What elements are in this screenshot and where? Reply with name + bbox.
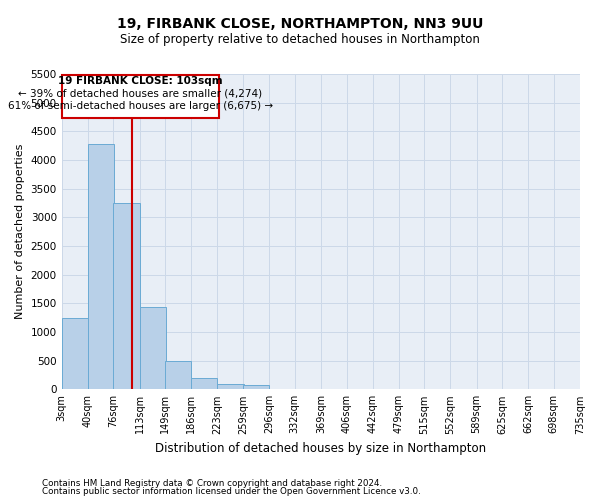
Bar bbox=[191, 378, 217, 390]
Bar bbox=[113, 203, 140, 390]
Bar bbox=[243, 386, 269, 390]
X-axis label: Distribution of detached houses by size in Northampton: Distribution of detached houses by size … bbox=[155, 442, 487, 455]
Bar bbox=[217, 384, 244, 390]
Bar bbox=[165, 361, 191, 390]
Text: 19 FIRBANK CLOSE: 103sqm: 19 FIRBANK CLOSE: 103sqm bbox=[58, 76, 223, 86]
Text: 19, FIRBANK CLOSE, NORTHAMPTON, NN3 9UU: 19, FIRBANK CLOSE, NORTHAMPTON, NN3 9UU bbox=[117, 18, 483, 32]
Bar bbox=[88, 144, 114, 390]
Y-axis label: Number of detached properties: Number of detached properties bbox=[15, 144, 25, 320]
Bar bbox=[62, 318, 88, 390]
Text: ← 39% of detached houses are smaller (4,274): ← 39% of detached houses are smaller (4,… bbox=[18, 88, 262, 99]
Bar bbox=[140, 308, 166, 390]
FancyBboxPatch shape bbox=[62, 75, 219, 118]
Text: Contains public sector information licensed under the Open Government Licence v3: Contains public sector information licen… bbox=[42, 487, 421, 496]
Text: Contains HM Land Registry data © Crown copyright and database right 2024.: Contains HM Land Registry data © Crown c… bbox=[42, 478, 382, 488]
Text: Size of property relative to detached houses in Northampton: Size of property relative to detached ho… bbox=[120, 32, 480, 46]
Text: 61% of semi-detached houses are larger (6,675) →: 61% of semi-detached houses are larger (… bbox=[8, 101, 273, 111]
